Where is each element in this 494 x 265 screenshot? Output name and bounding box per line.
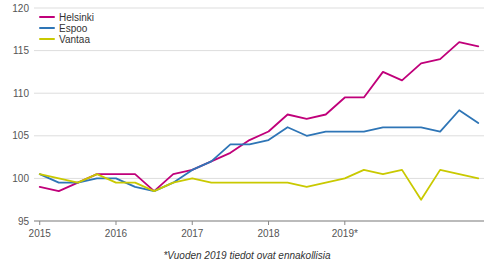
footnote: *Vuoden 2019 tiedot ovat ennakollisia	[163, 250, 331, 261]
x-tick-label: 2018	[257, 228, 280, 239]
lines	[40, 42, 479, 200]
x-tick-label: 2016	[105, 228, 128, 239]
x-tick-label: 2019*	[332, 228, 358, 239]
x-axis-line	[34, 221, 484, 222]
x-tick	[268, 221, 269, 225]
y-tick-label: 105	[12, 130, 29, 141]
y-tick-label: 115	[13, 45, 29, 56]
grid-line	[34, 8, 484, 9]
legend: HelsinkiEspooVantaa	[37, 10, 107, 47]
y-tick-label: 110	[13, 88, 29, 99]
legend-swatch	[40, 38, 54, 40]
y-tick-label: 95	[18, 216, 30, 227]
x-tick	[344, 221, 345, 225]
grid-line	[34, 50, 484, 51]
chart: 95 100 105 110 115 120 2015 2016 2017 2018 2019* He…	[0, 0, 494, 265]
series-line	[40, 110, 479, 191]
y-tick-label: 100	[12, 173, 29, 184]
legend-background	[37, 10, 107, 47]
background	[0, 0, 494, 265]
y-tick-label: 120	[12, 3, 29, 14]
grid-line	[34, 221, 484, 222]
legend-label: Vantaa	[59, 34, 90, 45]
legend-label: Helsinki	[59, 12, 94, 23]
x-tick-label: 2015	[29, 228, 52, 239]
x-tick	[115, 221, 116, 225]
series-line	[40, 42, 479, 191]
series-line	[40, 170, 479, 200]
x-tick	[192, 221, 193, 225]
grid-line	[34, 93, 484, 94]
y-grid	[34, 8, 484, 221]
legend-swatch	[40, 27, 54, 29]
x-tick	[39, 221, 40, 225]
legend-swatch	[40, 16, 54, 18]
x-tick-label: 2017	[181, 228, 204, 239]
legend-label: Espoo	[59, 23, 88, 34]
